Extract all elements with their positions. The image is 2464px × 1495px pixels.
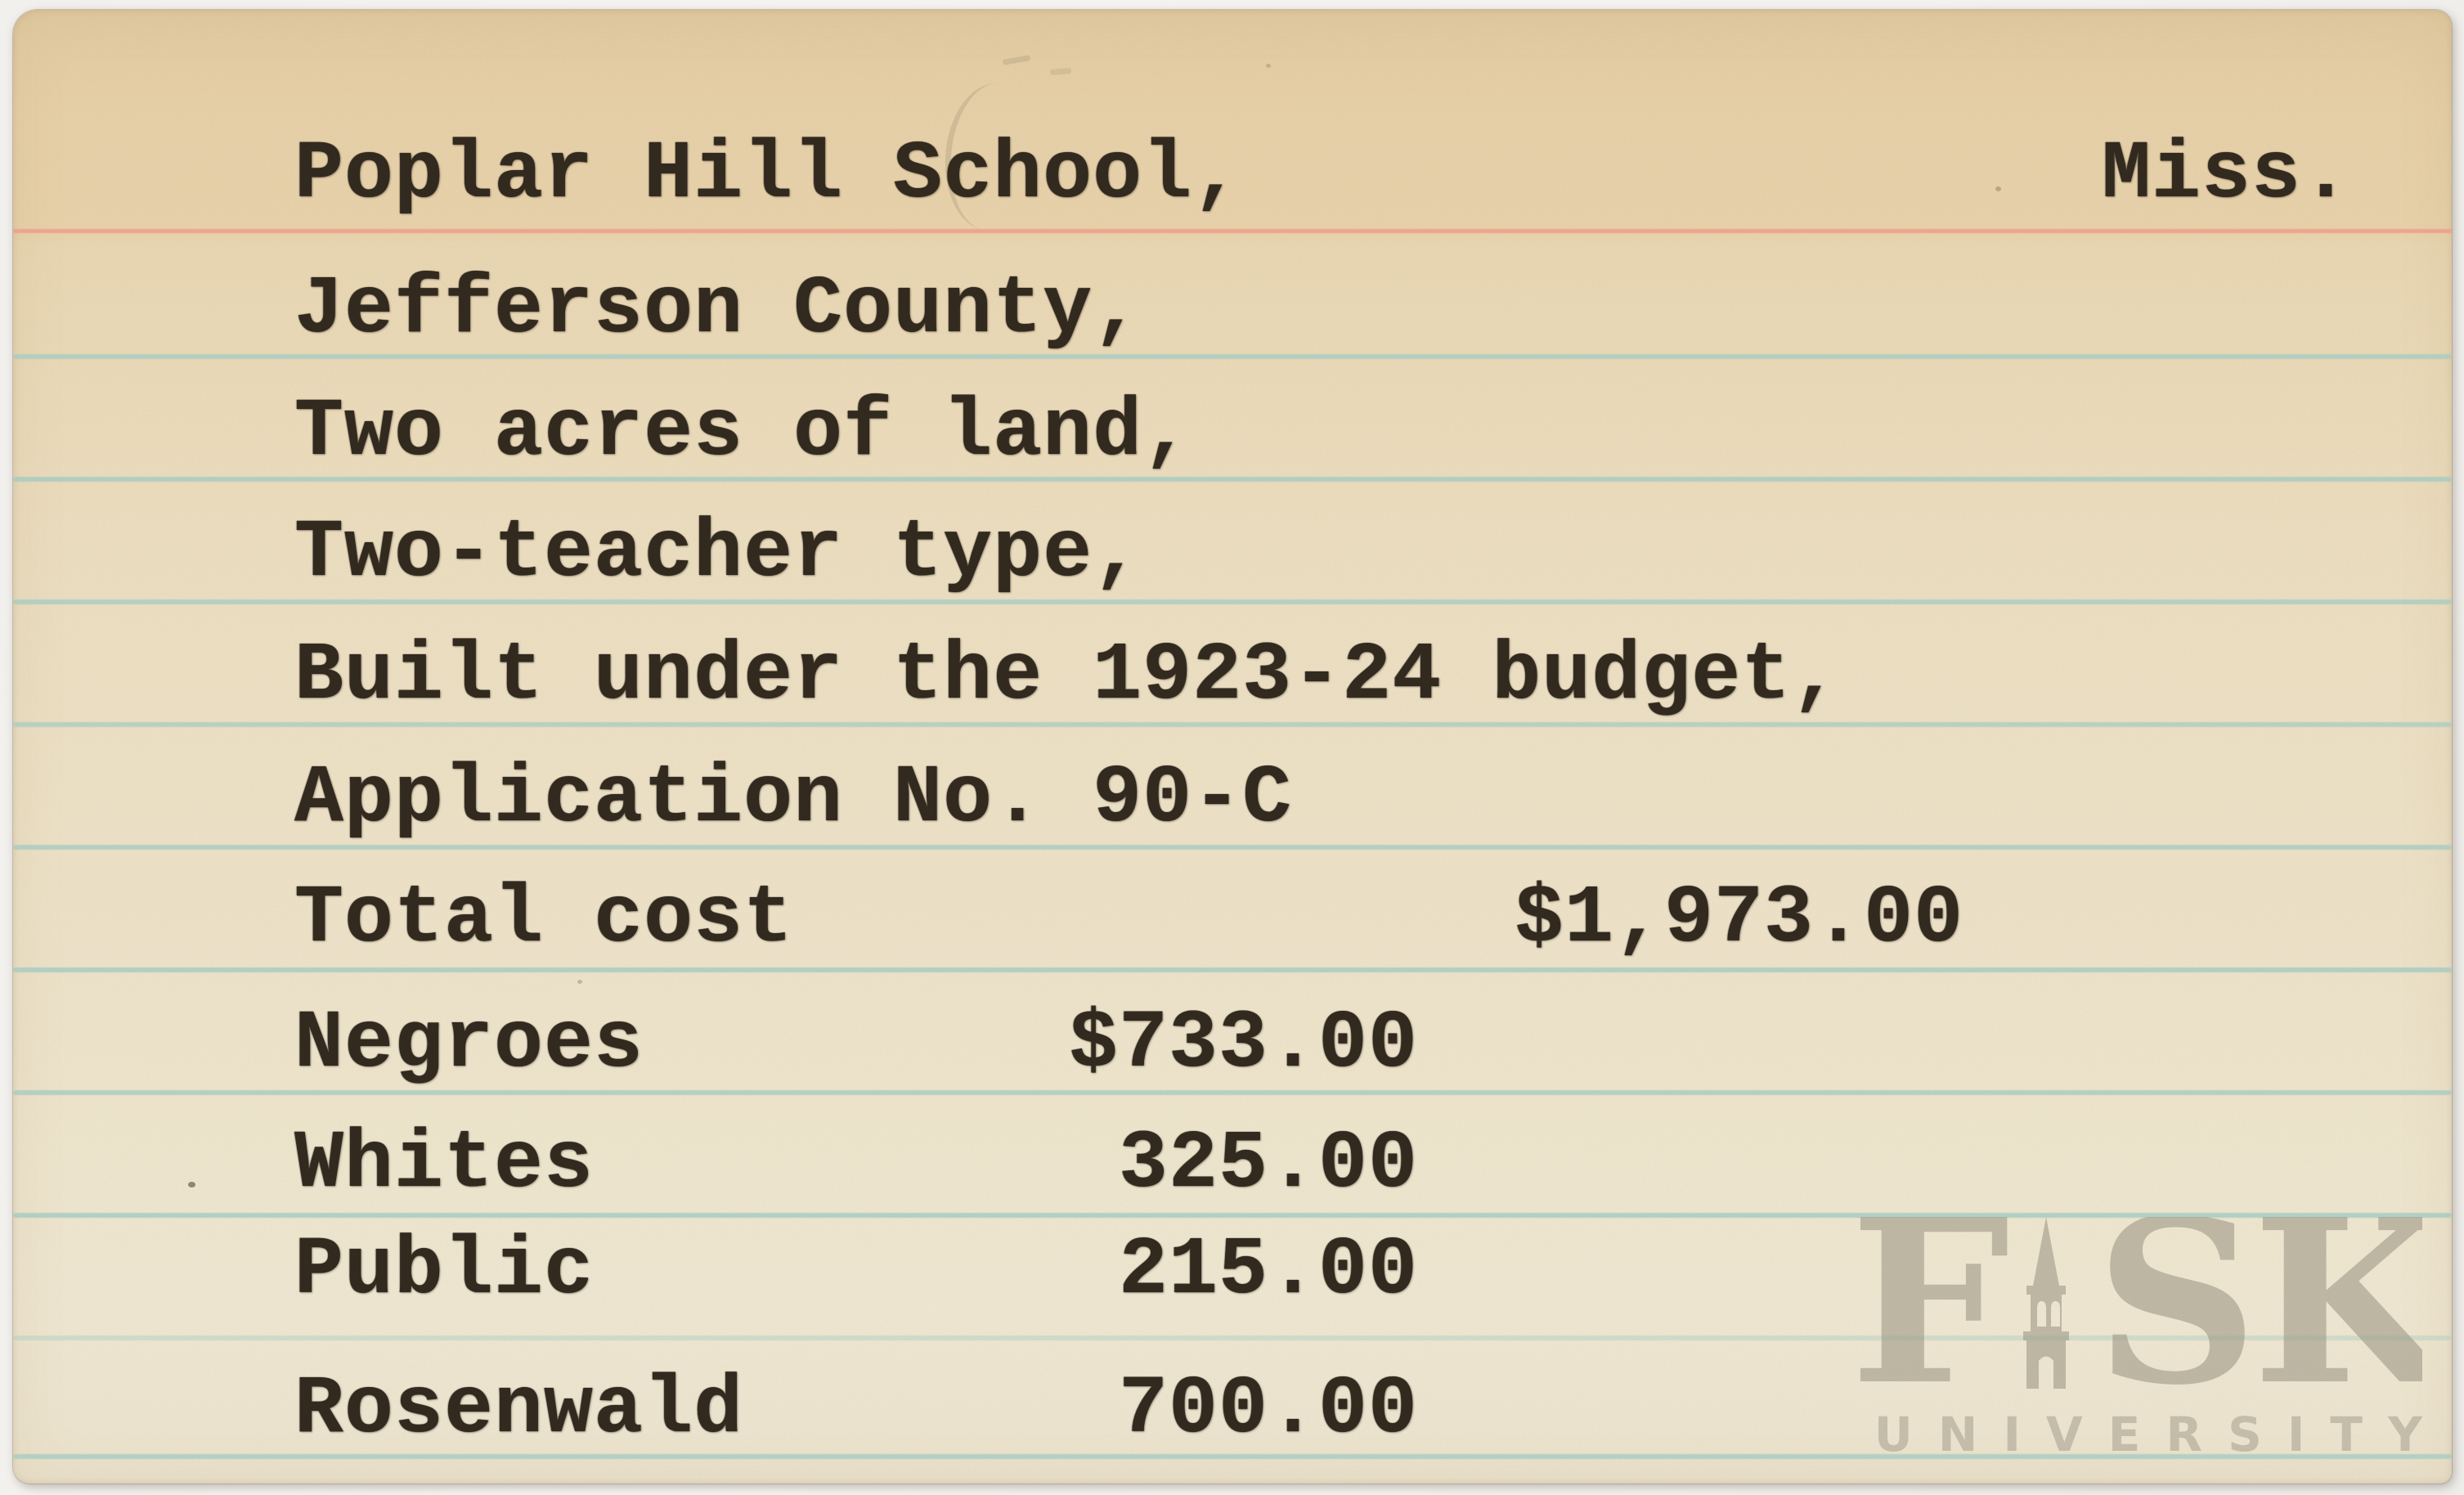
fisk-letter-f: F [1850, 1217, 2010, 1389]
fisk-letter-k: K [2252, 1217, 2422, 1389]
cost-value-public: 215.00 [1119, 1225, 1419, 1318]
cost-label-rosenwald: Rosenwald [294, 1364, 744, 1457]
pencil-mark [1002, 55, 1031, 65]
card-state-label: Miss. [2102, 129, 2352, 222]
jubilee-hall-tower-icon [2023, 1217, 2069, 1389]
cost-label-public: Public [294, 1225, 595, 1318]
card-line-budget: Built under the 1923-24 budget, [294, 631, 1842, 723]
cost-label-negroes: Negroes [294, 999, 644, 1091]
cost-value-rosenwald: 700.00 [1119, 1364, 1419, 1457]
pencil-mark [1049, 68, 1072, 75]
fisk-wordmark: F S K [1850, 1217, 2422, 1389]
card-line-land: Two acres of land, [294, 387, 1193, 479]
cost-label-total: Total cost [294, 873, 794, 966]
university-watermark-label: UNIVERSITY [1874, 1407, 2448, 1462]
dust-speck [577, 980, 582, 984]
card-line-type: Two-teacher type, [294, 508, 1143, 600]
fisk-letter-s: S [2095, 1217, 2258, 1389]
cost-value-negroes: $733.00 [1069, 999, 1419, 1091]
cost-value-total: $1,973.00 [1515, 873, 1964, 966]
card-line-application: Application No. 90-C [294, 753, 1293, 846]
card-line-county: Jefferson County, [294, 264, 1143, 357]
dust-speck [188, 1182, 195, 1187]
ruled-line [13, 967, 2452, 972]
cost-value-whites: 325.00 [1119, 1119, 1419, 1211]
cost-label-whites: Whites [294, 1119, 595, 1211]
dust-speck [1995, 186, 2001, 191]
dust-speck [1266, 64, 1271, 68]
header-rule-red [13, 229, 2452, 233]
fisk-university-watermark: F S K UNIVERSITY [1850, 1217, 2422, 1462]
card-line-school-name: Poplar Hill School, [294, 129, 1243, 222]
index-card: Poplar Hill School, Miss. Jefferson Coun… [13, 10, 2452, 1484]
